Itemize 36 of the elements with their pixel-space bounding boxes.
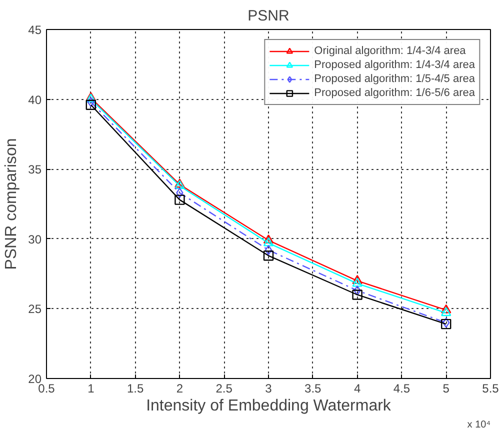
x-tick-label: 4: [354, 382, 361, 396]
text: x 10⁴: [467, 420, 491, 430]
point: [352, 274, 362, 284]
point: [352, 290, 362, 300]
x-tick-label: 2: [176, 382, 184, 396]
x-tick-label: 1: [88, 382, 95, 396]
y-tick-label: 25: [28, 302, 42, 316]
legend-label: Proposed algorithm: 1/6-5/6 area: [314, 86, 475, 100]
point: [441, 304, 452, 314]
legend-label: Proposed algorithm: 1/5-4/5 area: [314, 72, 475, 86]
y-tick-label: 30: [28, 232, 42, 246]
x-tick-label: 1.5: [126, 382, 144, 396]
x-tick-label: 3: [265, 382, 272, 396]
point: [176, 188, 184, 198]
x-tick-label: 4.5: [393, 382, 410, 396]
x-axis-title: Intensity of Embedding Watermark: [146, 398, 392, 414]
y-tick-label: 45: [28, 23, 42, 37]
point: [263, 237, 274, 246]
legend-label: Proposed algorithm: 1/4-3/4 area: [314, 58, 475, 72]
point: [86, 100, 96, 110]
x-tick-label: 5.5: [482, 382, 500, 396]
x-tick-label: 2.5: [216, 382, 233, 396]
x-tick-label: 0.5: [38, 382, 56, 396]
point: [264, 244, 272, 256]
point: [352, 278, 362, 287]
y-tick-label: 35: [28, 162, 42, 177]
point: [263, 234, 274, 244]
y-tick-label: 40: [28, 92, 42, 107]
point: [441, 307, 452, 316]
point: [263, 250, 274, 261]
y-axis-title: PSNR comparison: [3, 138, 20, 270]
point: [174, 194, 185, 205]
x-tick-label: 3.5: [304, 382, 322, 396]
chart-title: PSNR: [248, 8, 290, 24]
x-tick-label: 5: [442, 382, 450, 396]
legend-label: Original algorithm: 1/4-3/4 area: [314, 44, 466, 58]
